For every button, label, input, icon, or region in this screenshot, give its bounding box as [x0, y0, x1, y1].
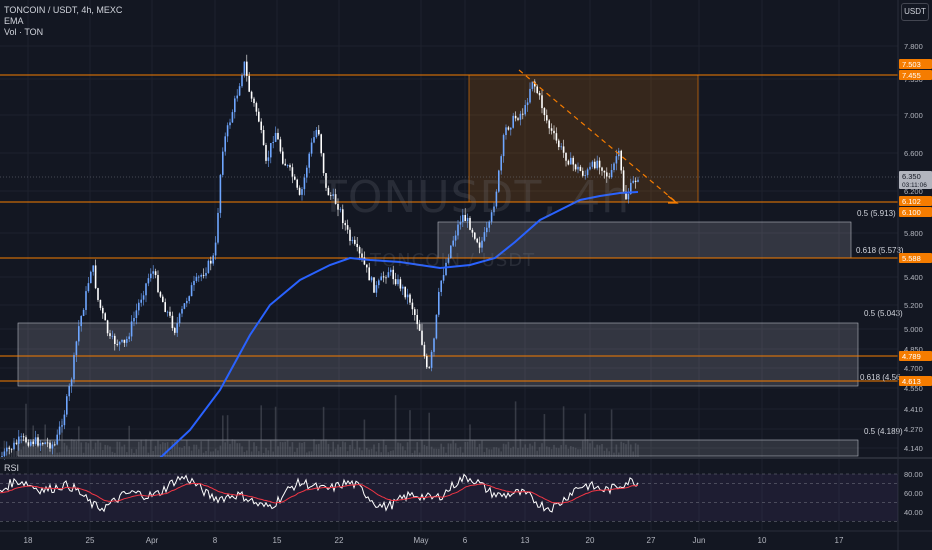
volume-bars: [1, 395, 639, 457]
price-badge: 5.588: [899, 253, 932, 263]
time-tick: 10: [758, 536, 767, 545]
fib-label-3: 0.5 (5.043): [864, 309, 903, 318]
svg-text:6.102: 6.102: [902, 197, 921, 206]
rsi-tick: 40.00: [904, 508, 923, 517]
trendline-arrow-icon: [667, 195, 679, 204]
price-badge: 7.455: [899, 70, 932, 80]
rsi-axis: 80.00 60.00 40.00: [904, 470, 923, 517]
price-tick: 5.400: [904, 273, 923, 282]
svg-text:03:11:06: 03:11:06: [902, 182, 927, 189]
time-tick: 13: [521, 536, 530, 545]
grid: [0, 0, 898, 531]
symbol-watermark-sub: TONCOIN / USDT: [370, 250, 536, 271]
price-tick: 4.550: [904, 384, 923, 393]
fib-label-1: 0.5 (5.913): [857, 209, 896, 218]
fib-zone-lower: [17, 322, 859, 387]
price-tick: 4.140: [904, 444, 923, 453]
price-tick: 6.600: [904, 149, 923, 158]
price-tick: 5.200: [904, 301, 923, 310]
time-tick: 27: [647, 536, 656, 545]
fib-label-2: 0.618 (5.573): [856, 246, 904, 255]
time-tick: 8: [213, 536, 218, 545]
time-tick: 6: [463, 536, 468, 545]
currency-button[interactable]: USDT: [901, 3, 929, 21]
svg-text:7.503: 7.503: [902, 60, 921, 69]
fib-label-5: 0.5 (4.189): [864, 427, 903, 436]
svg-text:4.613: 4.613: [902, 377, 921, 386]
price-tick: 7.000: [904, 111, 923, 120]
price-tick: 4.270: [904, 425, 923, 434]
fib-zone-bottom: [17, 439, 859, 457]
price-tick: 4.700: [904, 364, 923, 373]
price-badge: 4.789: [899, 351, 932, 361]
time-tick: 22: [335, 536, 344, 545]
time-tick: 15: [273, 536, 282, 545]
target-box: [468, 74, 699, 203]
price-badge: 7.503: [899, 59, 932, 69]
descending-trendline[interactable]: [518, 69, 677, 203]
time-tick: 17: [835, 536, 844, 545]
price-tick: 4.410: [904, 405, 923, 414]
rsi-tick: 80.00: [904, 470, 923, 479]
chart-legend: TONCOIN / USDT, 4h, MEXC EMA Vol · TON: [4, 5, 122, 38]
price-tick: 5.000: [904, 325, 923, 334]
time-tick: 18: [24, 536, 33, 545]
price-axis[interactable]: 7.8007.3507.0006.6006.2005.8005.4005.200…: [904, 42, 923, 453]
symbol-watermark: TONUSDT, 4h: [320, 172, 631, 223]
svg-text:6.350: 6.350: [902, 172, 921, 181]
rsi-indicator-label[interactable]: RSI: [4, 463, 20, 473]
rsi-ma-line: [0, 482, 639, 504]
price-tick: 4.850: [904, 345, 923, 354]
price-tick: 7.800: [904, 42, 923, 51]
time-tick: Jun: [693, 536, 706, 545]
rsi-tick: 60.00: [904, 489, 923, 498]
svg-text:5.588: 5.588: [902, 254, 921, 263]
price-badge: 6.102: [899, 196, 932, 206]
time-tick: Apr: [146, 536, 159, 545]
time-axis[interactable]: 18 25 Apr 8 15 22 May 6 13 20 27 Jun 10 17: [24, 536, 844, 545]
price-candles: [1, 54, 639, 460]
fib-label-4: 0.618 (4.56: [860, 373, 901, 382]
time-tick: 20: [586, 536, 595, 545]
svg-text:7.455: 7.455: [902, 71, 921, 80]
price-badge: 4.613: [899, 376, 932, 386]
price-tick: 6.200: [904, 187, 923, 196]
rsi-band: [0, 474, 898, 521]
symbol-title[interactable]: TONCOIN / USDT, 4h, MEXC: [4, 5, 123, 15]
svg-text:6.100: 6.100: [902, 208, 921, 217]
fib-zone-upper: [437, 221, 852, 259]
volume-indicator-label[interactable]: Vol · TON: [4, 27, 44, 37]
price-badge: 6.100: [899, 207, 932, 217]
time-tick: May: [413, 536, 428, 545]
ema-indicator-label[interactable]: EMA: [4, 16, 24, 26]
svg-text:4.789: 4.789: [902, 352, 921, 361]
time-tick: 25: [86, 536, 95, 545]
price-tick: 5.800: [904, 229, 923, 238]
ema-line: [159, 191, 639, 459]
